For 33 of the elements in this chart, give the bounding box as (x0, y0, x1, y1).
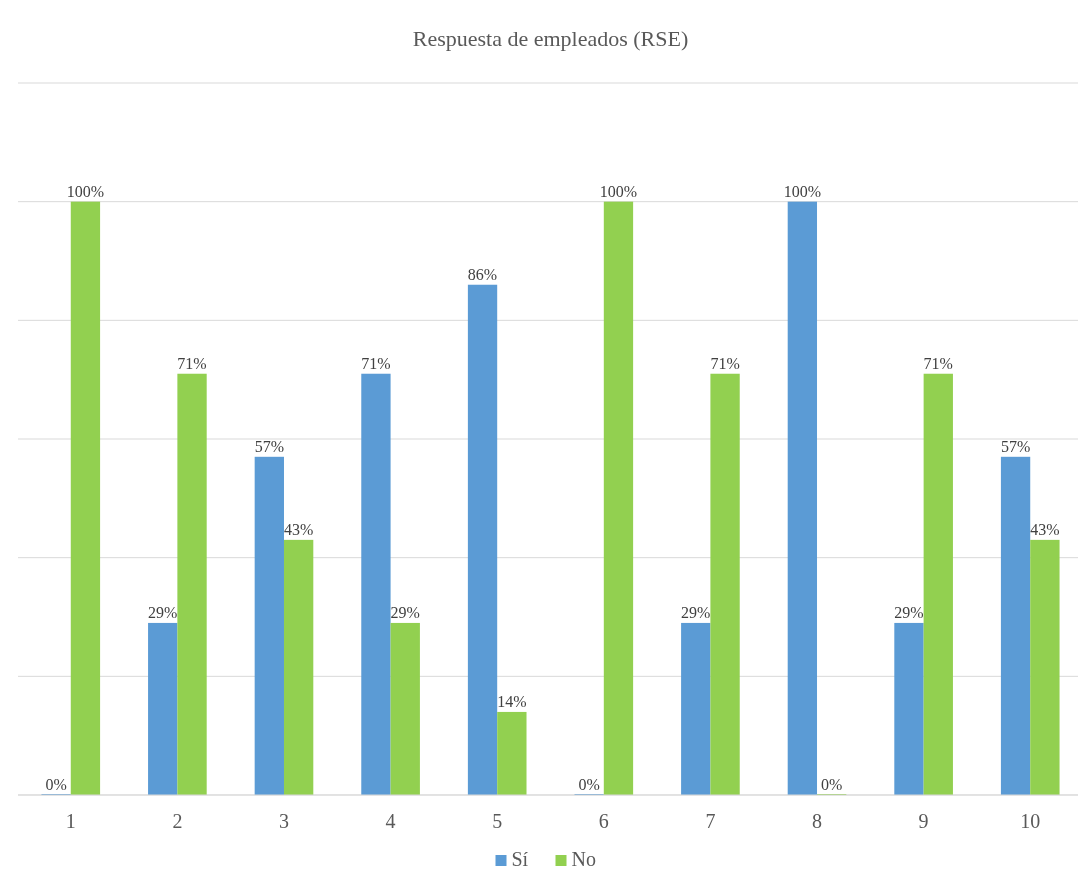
x-tick-label: 9 (918, 810, 929, 832)
x-tick-label: 8 (812, 810, 823, 832)
data-label: 0% (821, 776, 843, 793)
data-label: 86% (467, 265, 498, 283)
data-label: 29% (390, 603, 420, 621)
data-label: 14% (497, 692, 527, 710)
data-label: 29% (148, 603, 178, 621)
data-label: 0% (578, 776, 600, 793)
chart-title: Respuesta de empleados (RSE) (412, 26, 689, 51)
data-label: 43% (1030, 520, 1060, 538)
x-tick-label: 10 (1020, 810, 1041, 832)
data-label: 71% (710, 354, 740, 372)
data-label: 57% (254, 437, 284, 455)
x-tick-label: 5 (492, 810, 503, 832)
x-tick-label: 3 (278, 810, 289, 832)
x-tick-label: 1 (65, 810, 76, 832)
data-label: 100% (599, 182, 638, 200)
data-label: 57% (1000, 437, 1031, 455)
x-tick-label: 7 (705, 810, 716, 832)
data-label: 0% (45, 776, 67, 793)
data-label: 71% (177, 354, 207, 372)
data-label: 100% (783, 182, 822, 200)
data-label: 43% (283, 520, 314, 538)
data-label: 29% (894, 603, 924, 621)
data-label: 100% (66, 182, 105, 200)
data-label: 71% (361, 354, 391, 372)
data-label: 29% (681, 603, 711, 621)
x-tick-label: 6 (598, 810, 609, 832)
data-label: 71% (923, 354, 953, 372)
x-tick-label: 2 (172, 810, 183, 832)
legend-label: Sí (511, 848, 529, 870)
legend-label: No (571, 848, 596, 870)
x-tick-label: 4 (385, 810, 396, 832)
